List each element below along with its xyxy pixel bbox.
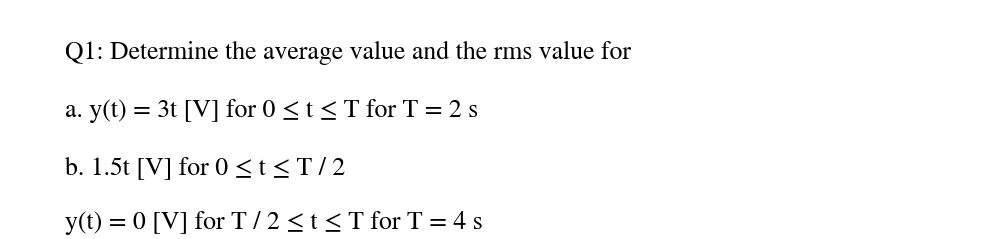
Text: Q1: Determine the average value and the rms value for: Q1: Determine the average value and the … [65, 41, 631, 65]
Text: b. 1.5t [V] for 0 ≤ t ≤ T / 2: b. 1.5t [V] for 0 ≤ t ≤ T / 2 [65, 157, 345, 180]
Text: y(t) = 0 [V] for T / 2 ≤ t ≤ T for T = 4 s: y(t) = 0 [V] for T / 2 ≤ t ≤ T for T = 4… [65, 212, 483, 235]
Text: a. y(t) = 3t [V] for 0 ≤ t ≤ T for T = 2 s: a. y(t) = 3t [V] for 0 ≤ t ≤ T for T = 2… [65, 99, 478, 123]
